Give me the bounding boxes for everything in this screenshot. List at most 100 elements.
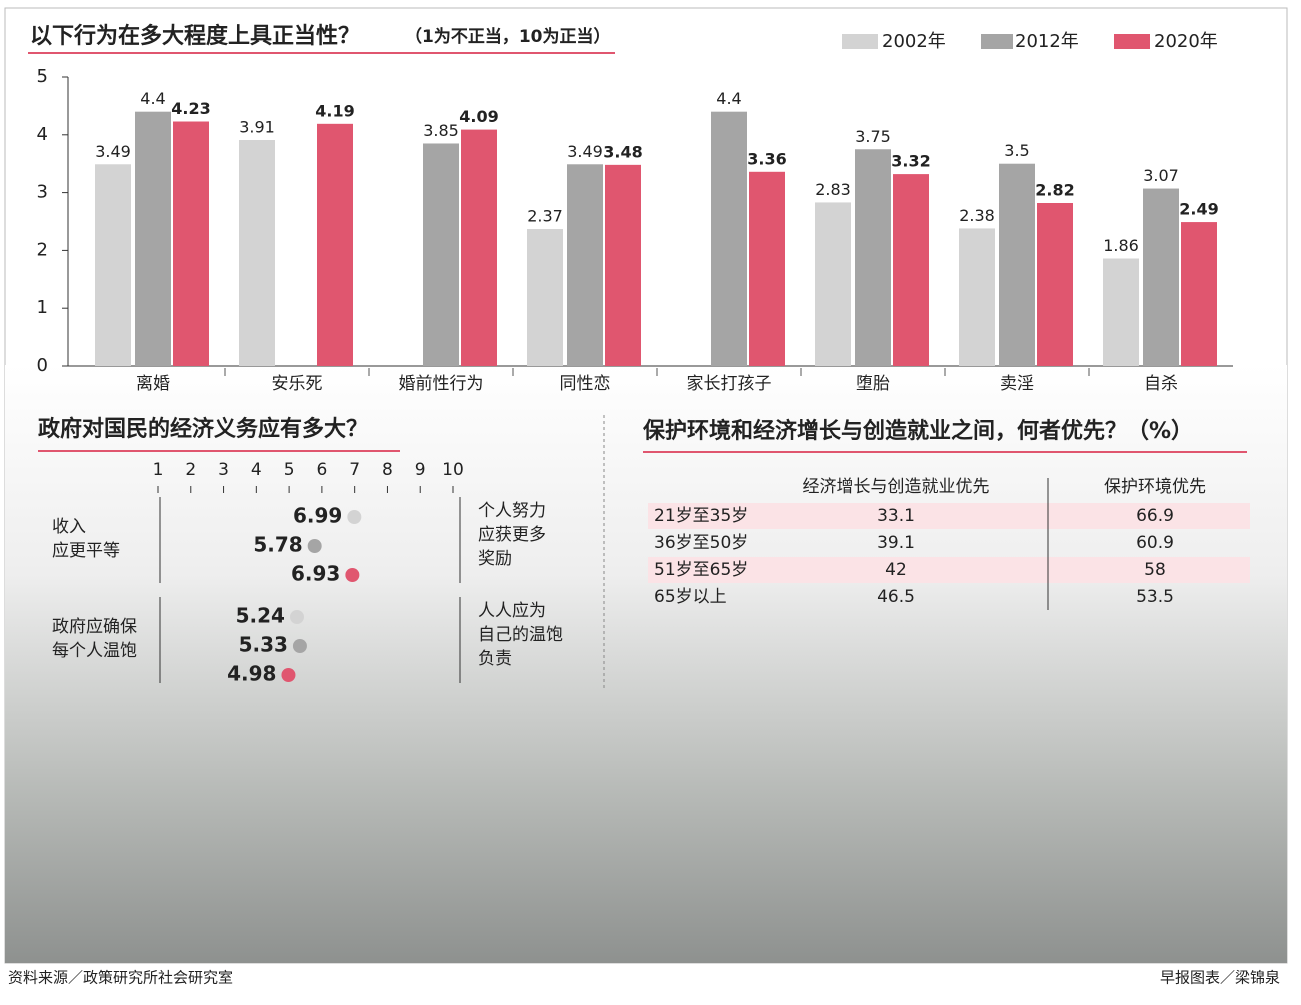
dot <box>345 568 359 582</box>
credit: 早报图表／梁锦泉 <box>1160 969 1280 987</box>
value-label: 2.38 <box>959 206 995 225</box>
table-title: 保护环境和经济增长与创造就业之间，何者优先？（%） <box>642 418 1193 444</box>
x-tick-label: 5 <box>284 460 295 480</box>
table-cell: 36岁至50岁 <box>654 533 748 553</box>
x-tick-label: 1 <box>153 460 164 480</box>
value-label: 2.83 <box>815 180 851 199</box>
bar <box>815 202 851 366</box>
value-label: 4.98 <box>227 662 276 686</box>
right-label: 人人应为 <box>478 601 546 621</box>
left-label: 收入 <box>52 517 86 537</box>
bar <box>749 172 785 366</box>
value-label: 2.37 <box>527 207 563 226</box>
bar <box>239 140 275 366</box>
bar <box>173 122 209 366</box>
right-label: 应获更多 <box>478 525 546 545</box>
left-label: 应更平等 <box>52 541 120 561</box>
photo-background <box>5 365 1287 963</box>
x-tick-label: 9 <box>415 460 426 480</box>
right-label: 自己的温饱 <box>478 625 563 645</box>
legend-label: 2012年 <box>1015 31 1079 52</box>
dot <box>281 668 295 682</box>
table-cell: 39.1 <box>877 533 915 553</box>
value-label: 6.99 <box>293 504 342 528</box>
dot-title: 政府对国民的经济义务应有多大？ <box>38 416 368 442</box>
x-tick-label: 家长打孩子 <box>687 374 772 394</box>
value-label: 3.36 <box>747 149 786 168</box>
bar <box>1181 222 1217 366</box>
y-tick-label: 2 <box>37 239 48 260</box>
x-tick-label: 10 <box>442 460 464 480</box>
y-tick-label: 3 <box>37 182 48 203</box>
left-label: 政府应确保 <box>52 617 137 637</box>
bar <box>999 164 1035 366</box>
x-tick-label: 2 <box>185 460 196 480</box>
x-tick-label: 安乐死 <box>272 374 323 394</box>
x-tick-label: 堕胎 <box>856 374 890 394</box>
dot <box>293 639 307 653</box>
value-label: 4.4 <box>140 89 165 108</box>
table-cell: 51岁至65岁 <box>654 560 748 580</box>
bar <box>317 124 353 366</box>
infographic: 以下行为在多大程度上具正当性？ （1为不正当，10为正当） 政府对国民的经济义务… <box>0 0 1301 1005</box>
value-label: 5.33 <box>239 633 288 657</box>
bar <box>461 130 497 366</box>
dot <box>347 510 361 524</box>
bar <box>1143 189 1179 366</box>
table-cell: 33.1 <box>877 506 915 526</box>
table-cell: 60.9 <box>1136 533 1174 553</box>
value-label: 3.5 <box>1004 141 1029 160</box>
legend-label: 2020年 <box>1154 31 1218 52</box>
value-label: 3.49 <box>95 142 131 161</box>
source: 资料来源／政策研究所社会研究室 <box>8 969 233 987</box>
table-cell: 46.5 <box>877 587 915 607</box>
bar-title: 以下行为在多大程度上具正当性？ <box>30 23 360 49</box>
value-label: 3.49 <box>567 142 603 161</box>
x-tick-label: 7 <box>349 460 360 480</box>
column-header: 经济增长与创造就业优先 <box>803 477 990 497</box>
dot <box>290 610 304 624</box>
x-tick-label: 卖淫 <box>1000 374 1034 394</box>
left-label: 每个人温饱 <box>52 641 137 661</box>
x-tick-label: 自杀 <box>1144 374 1178 394</box>
x-tick-label: 8 <box>382 460 393 480</box>
table-cell: 53.5 <box>1136 587 1174 607</box>
value-label: 4.19 <box>315 101 354 120</box>
bar <box>135 112 171 366</box>
dot <box>308 539 322 553</box>
right-label: 奖励 <box>478 549 512 569</box>
value-label: 2.49 <box>1179 200 1218 219</box>
value-label: 2.82 <box>1035 181 1074 200</box>
bar <box>711 112 747 366</box>
value-label: 3.75 <box>855 127 891 146</box>
value-label: 3.91 <box>239 118 275 137</box>
y-tick-label: 1 <box>37 297 48 318</box>
value-label: 4.4 <box>716 89 741 108</box>
x-tick-label: 6 <box>316 460 327 480</box>
value-label: 6.93 <box>291 562 340 586</box>
value-label: 1.86 <box>1103 236 1139 255</box>
bar <box>605 165 641 366</box>
bar <box>567 164 603 366</box>
bar <box>1103 258 1139 366</box>
bar <box>423 143 459 366</box>
y-tick-label: 4 <box>37 124 48 145</box>
x-tick-label: 离婚 <box>136 374 170 394</box>
bar <box>1037 203 1073 366</box>
legend-swatch <box>1114 34 1150 49</box>
x-tick-label: 婚前性行为 <box>399 374 484 394</box>
column-header: 保护环境优先 <box>1104 477 1206 497</box>
table-cell: 42 <box>885 560 907 580</box>
bar <box>855 149 891 366</box>
bar <box>893 174 929 366</box>
right-label: 负责 <box>478 649 512 669</box>
value-label: 5.24 <box>236 604 285 628</box>
x-tick-label: 3 <box>218 460 229 480</box>
right-label: 个人努力 <box>478 501 546 521</box>
bar <box>95 164 131 366</box>
legend-label: 2002年 <box>882 31 946 52</box>
bar <box>959 228 995 366</box>
y-tick-label: 0 <box>37 355 48 376</box>
value-label: 3.32 <box>891 152 930 171</box>
table-cell: 66.9 <box>1136 506 1174 526</box>
